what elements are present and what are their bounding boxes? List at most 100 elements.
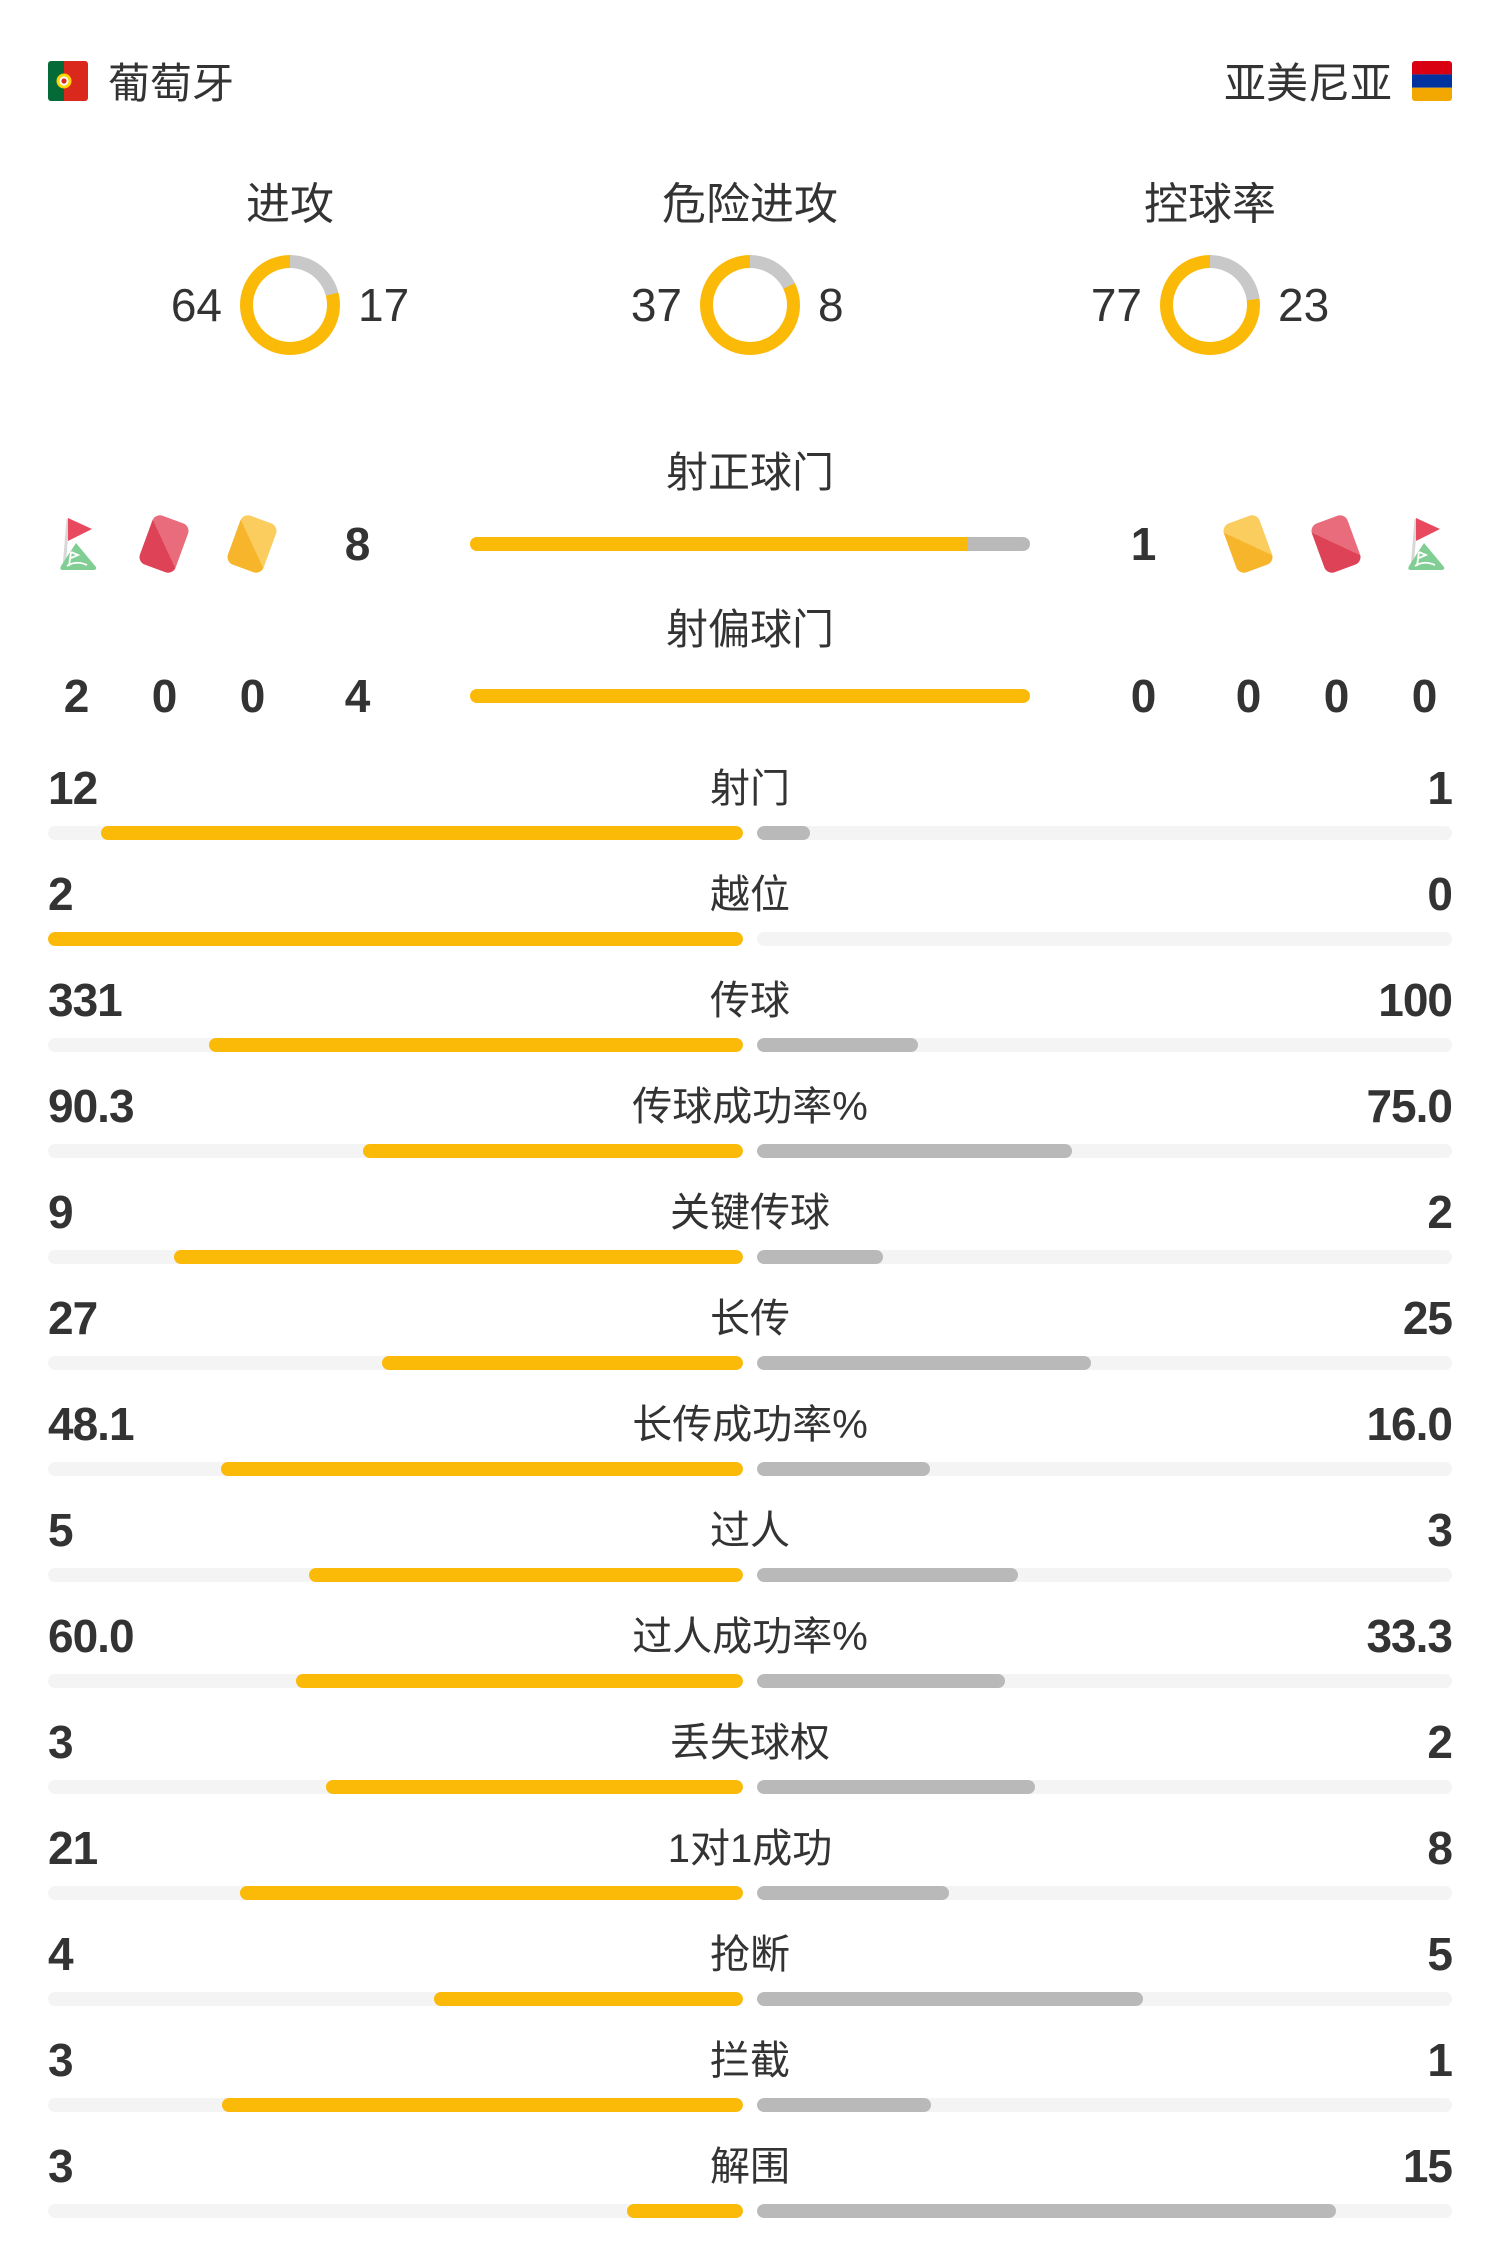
home-shots-off-target: 4 [344, 670, 371, 723]
away-stat-value: 5 [1427, 1928, 1453, 1981]
away-bar-track [757, 1461, 1452, 1476]
home-bar-track [48, 1673, 743, 1688]
home-bar-fill [363, 1143, 743, 1158]
donut-title: 危险进攻 [662, 180, 838, 229]
stat-comparison-bar [48, 1249, 1452, 1264]
home-team-name: 葡萄牙 [108, 60, 235, 107]
home-bar-track [48, 1885, 743, 1900]
donut-attacks: 进攻 64 17 [60, 180, 520, 356]
stat-label: 丢失球权 [670, 1720, 830, 1765]
home-bar-track [48, 1779, 743, 1794]
armenia-flag-icon [1412, 60, 1452, 101]
home-bar-track [48, 931, 743, 946]
home-stat-value: 48.1 [48, 1398, 135, 1451]
away-bar-fill [757, 1461, 931, 1476]
home-stat-value: 9 [48, 1186, 74, 1239]
away-stat-value: 1 [1427, 762, 1453, 815]
home-bar-track [48, 825, 743, 840]
stat-comparison-bar [48, 1143, 1452, 1158]
away-team: 亚美尼亚 [1224, 50, 1452, 111]
home-bar-track [48, 2203, 743, 2218]
away-bar-track [757, 1885, 1452, 1900]
home-bar-track [48, 1143, 743, 1158]
teams-header: 葡萄牙 亚美尼亚 [0, 0, 1500, 111]
stat-label: 解围 [710, 2144, 790, 2189]
home-value: 37 [630, 279, 682, 332]
stat-comparison-bar [48, 1991, 1452, 2006]
away-bar-fill [757, 2097, 931, 2112]
away-bar-track [757, 1991, 1452, 2006]
stat-comparison-bar [48, 1567, 1452, 1582]
donut-chart-dangerous-attacks [700, 255, 800, 356]
home-stat-value: 27 [48, 1292, 98, 1345]
stat-row: 2 越位 0 [48, 863, 1453, 969]
away-value: 8 [818, 279, 844, 332]
away-bar-track [757, 1355, 1452, 1370]
shots-off-target-row: 2 0 0 4 0 0 0 0 [48, 669, 1452, 723]
away-stat-value: 2 [1427, 1716, 1453, 1769]
home-bar-fill [326, 1779, 743, 1794]
stat-label: 1对1成功 [667, 1826, 833, 1871]
stat-comparison-bar [48, 1461, 1452, 1476]
away-bar-fill [757, 1143, 1073, 1158]
shots-on-target-bar [470, 537, 1030, 552]
stat-label: 传球成功率% [632, 1084, 868, 1129]
corner-flag-icon [60, 518, 97, 571]
shots-off-target-bar [470, 689, 1030, 704]
stat-row: 60.0 过人成功率% 33.3 [48, 1605, 1453, 1711]
away-bar-track [757, 1673, 1452, 1688]
away-bar-fill [757, 1991, 1144, 2006]
home-red-cards: 0 [151, 670, 178, 723]
stat-comparison-bar [48, 2203, 1452, 2218]
home-bar-track [48, 1355, 743, 1370]
red-card-icon [137, 513, 191, 576]
away-stat-value: 0 [1427, 868, 1453, 921]
home-value: 77 [1090, 279, 1142, 332]
donut-possession: 控球率 77 23 [980, 180, 1440, 356]
home-bar-fill [627, 2203, 743, 2218]
stat-row: 27 长传 25 [48, 1287, 1453, 1393]
away-stat-value: 15 [1402, 2140, 1453, 2193]
home-bar-fill [434, 1991, 743, 2006]
stat-label: 长传 [710, 1296, 790, 1341]
away-bar-fill [757, 1037, 919, 1052]
donut-dangerous-attacks: 危险进攻 37 8 [520, 180, 980, 356]
donut-title: 控球率 [1144, 180, 1276, 229]
home-bar-track [48, 1567, 743, 1582]
away-value: 23 [1278, 279, 1330, 332]
stat-comparison-bar [48, 1037, 1452, 1052]
home-value: 64 [170, 279, 222, 332]
home-bar-fill [308, 1567, 743, 1582]
home-stat-value: 4 [48, 1928, 74, 1981]
away-bar-track [757, 1779, 1452, 1794]
stat-row: 9 关键传球 2 [48, 1181, 1453, 1287]
home-bar-track [48, 1249, 743, 1264]
away-stat-value: 2 [1427, 1186, 1453, 1239]
stat-row: 12 射门 1 [48, 757, 1453, 863]
stat-label: 抢断 [710, 1932, 790, 1977]
away-bar-fill [757, 1567, 1018, 1582]
away-bar-track [757, 825, 1452, 840]
shots-section: 射正球门 8 1 [0, 439, 1500, 723]
stat-comparison-bar [48, 1355, 1452, 1370]
home-bar-fill [221, 2097, 743, 2112]
away-stat-value: 8 [1427, 1822, 1453, 1875]
away-bar-fill [757, 1355, 1092, 1370]
away-stat-value: 25 [1402, 1292, 1453, 1345]
stat-row: 4 抢断 5 [48, 1923, 1453, 2029]
away-shots-on-target: 1 [1130, 518, 1157, 571]
away-corners: 0 [1411, 670, 1438, 723]
stat-comparison-bar [48, 2097, 1452, 2112]
donut-chart-attacks [240, 255, 340, 356]
stat-comparison-bar [48, 1885, 1452, 1900]
stat-label: 拦截 [710, 2038, 790, 2083]
home-stat-value: 12 [48, 762, 98, 815]
home-bar-fill [239, 1885, 743, 1900]
home-stat-value: 331 [48, 974, 123, 1027]
home-bar-fill [296, 1673, 743, 1688]
stat-row: 5 过人 3 [48, 1499, 1453, 1605]
red-card-icon [1309, 513, 1363, 576]
home-yellow-cards: 0 [239, 670, 266, 723]
stat-row: 21 1对1成功 8 [48, 1817, 1453, 1923]
